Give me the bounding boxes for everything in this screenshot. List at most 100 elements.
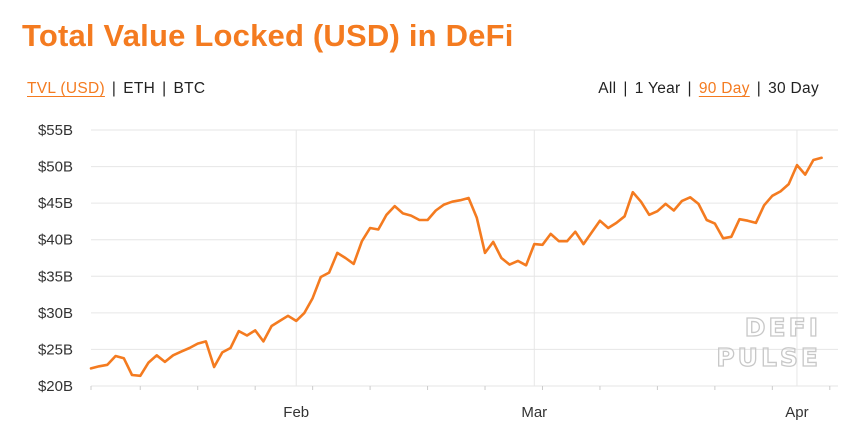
x-axis-labels: Feb Mar Apr: [283, 404, 808, 421]
data-point: [730, 236, 732, 238]
data-point: [303, 312, 305, 314]
data-point: [755, 222, 757, 224]
data-point: [238, 330, 240, 332]
range-option-90-day[interactable]: 90 Day: [698, 80, 750, 97]
data-point: [246, 334, 248, 336]
data-point: [377, 228, 379, 230]
y-tick-label: $25B: [38, 341, 73, 358]
data-point: [508, 263, 510, 265]
data-point: [738, 218, 740, 220]
data-point: [541, 244, 543, 246]
data-point: [451, 201, 453, 203]
metric-option-eth[interactable]: ETH: [123, 80, 156, 97]
separator: |: [162, 80, 167, 97]
data-point: [188, 347, 190, 349]
data-point: [221, 351, 223, 353]
data-point: [410, 214, 412, 216]
y-tick-label: $30B: [38, 305, 73, 322]
data-point: [820, 157, 822, 159]
data-point: [385, 214, 387, 216]
data-point: [673, 209, 675, 211]
data-point: [139, 375, 141, 377]
watermark-line: PULSE: [716, 343, 821, 372]
data-point: [484, 252, 486, 254]
range-toggle: All | 1 Year | 90 Day | 30 Day: [598, 80, 819, 98]
data-point: [443, 203, 445, 205]
data-point: [697, 203, 699, 205]
data-point: [804, 173, 806, 175]
data-point: [394, 205, 396, 207]
data-point: [164, 361, 166, 363]
data-point: [648, 214, 650, 216]
data-point: [681, 200, 683, 202]
data-point: [623, 215, 625, 217]
data-point: [435, 209, 437, 211]
range-option-all[interactable]: All: [598, 80, 617, 97]
data-point: [771, 195, 773, 197]
data-point: [311, 297, 313, 299]
data-point: [262, 340, 264, 342]
data-point: [418, 219, 420, 221]
data-point: [123, 357, 125, 359]
data-point: [492, 241, 494, 243]
data-point: [270, 325, 272, 327]
data-point: [779, 190, 781, 192]
data-point: [747, 220, 749, 222]
range-option-1-year[interactable]: 1 Year: [634, 80, 681, 97]
series-layer: [89, 156, 823, 378]
x-tick-label: Feb: [283, 404, 309, 421]
data-point: [287, 315, 289, 317]
data-point: [812, 159, 814, 161]
watermark-line: DEFI: [745, 313, 821, 342]
data-point: [582, 243, 584, 245]
data-point: [180, 350, 182, 352]
y-tick-label: $50B: [38, 159, 73, 176]
defi-pulse-watermark: DEFI PULSE: [716, 312, 821, 372]
metric-option-tvl-usd[interactable]: TVL (USD): [27, 80, 105, 97]
data-point: [114, 355, 116, 357]
data-point: [788, 183, 790, 185]
x-tick-label: Mar: [521, 404, 547, 421]
data-point: [147, 361, 149, 363]
y-tick-label: $45B: [38, 195, 73, 212]
data-point: [714, 222, 716, 224]
separator: |: [111, 80, 117, 97]
data-point: [98, 365, 100, 367]
data-point: [664, 203, 666, 205]
range-option-30-day[interactable]: 30 Day: [768, 80, 819, 97]
data-point: [353, 263, 355, 265]
data-point: [197, 342, 199, 344]
tvl-series-line: [89, 156, 823, 378]
data-point: [591, 231, 593, 233]
metric-option-btc[interactable]: BTC: [173, 80, 206, 97]
data-point: [213, 366, 215, 368]
page-title: Total Value Locked (USD) in DeFi: [22, 18, 514, 53]
data-point: [279, 320, 281, 322]
data-point: [796, 164, 798, 166]
data-point: [402, 212, 404, 214]
grid: [90, 129, 838, 390]
data-point: [558, 240, 560, 242]
data-point: [640, 201, 642, 203]
data-point: [156, 354, 158, 356]
data-point: [722, 237, 724, 239]
data-point: [295, 320, 297, 322]
data-point: [336, 252, 338, 254]
metric-toggle: TVL (USD) | ETH | BTC: [27, 80, 205, 98]
data-point: [205, 340, 207, 342]
data-point: [599, 220, 601, 222]
data-point: [689, 196, 691, 198]
data-point: [517, 260, 519, 262]
y-axis-labels: $20B $25B $30B $35B $40B $45B $50B $55B: [38, 122, 73, 395]
data-point: [550, 233, 552, 235]
data-point: [320, 276, 322, 278]
data-point: [172, 354, 174, 356]
data-point: [90, 367, 92, 369]
data-point: [615, 222, 617, 224]
separator: |: [756, 80, 762, 97]
data-point: [229, 347, 231, 349]
y-tick-label: $40B: [38, 232, 73, 249]
data-point: [763, 204, 765, 206]
separator: |: [687, 80, 692, 97]
